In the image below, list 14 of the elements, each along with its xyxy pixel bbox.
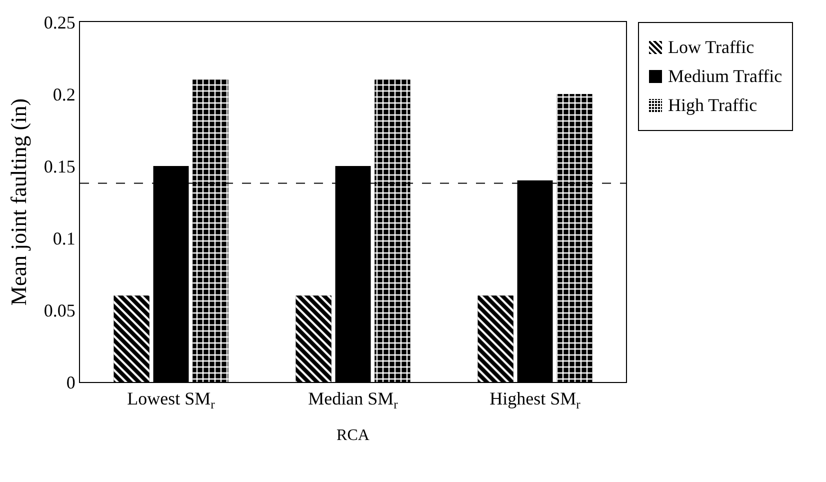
legend-label: High Traffic <box>668 95 758 116</box>
y-tick-label: 0.2 <box>52 84 76 104</box>
y-tick-label: 0 <box>66 372 76 392</box>
y-axis-title: Mean joint faulting (in) <box>6 98 31 306</box>
y-tick-label: 0.1 <box>52 228 76 248</box>
y-tick-label: 0.05 <box>44 300 76 320</box>
x-tick-label: Lowest SM$_{r}$ <box>127 388 216 412</box>
legend-label: Low Traffic <box>668 37 754 58</box>
x-tick-label: Median SM$_{r}$ <box>308 388 399 412</box>
y-tick-label: 0.25 <box>44 12 76 32</box>
x-tick-label: Highest SM$_{r}$ <box>490 388 582 412</box>
y-tick-label: 0.15 <box>44 156 76 176</box>
legend-label: Medium Traffic <box>668 66 782 87</box>
x-axis-title: RCA <box>336 427 370 444</box>
